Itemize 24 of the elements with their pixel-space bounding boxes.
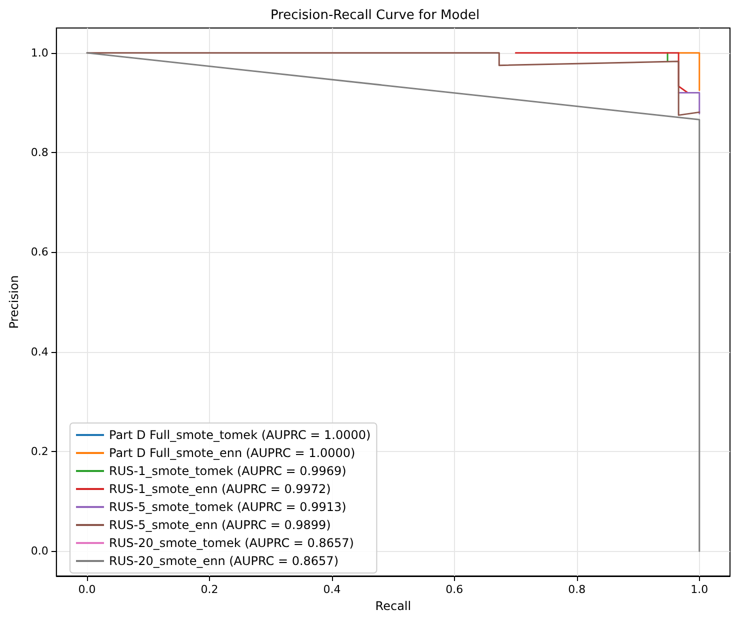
chart-title: Precision-Recall Curve for Model	[270, 8, 480, 23]
legend-label: RUS-1_smote_enn (AUPRC = 0.9972)	[109, 482, 331, 496]
x-tick-label: 0.0	[78, 583, 96, 596]
y-axis-title: Precision	[7, 275, 21, 329]
y-tick-label: 0.8	[30, 146, 48, 160]
x-tick-label: 0.2	[200, 583, 218, 596]
line-series	[86, 52, 700, 116]
legend-label: RUS-5_smote_enn (AUPRC = 0.9899)	[109, 518, 331, 532]
y-tick-label: 0.6	[30, 246, 48, 259]
x-tick-label: 0.4	[323, 583, 341, 596]
legend-label: RUS-1_smote_tomek (AUPRC = 0.9969)	[109, 464, 346, 478]
y-tick-label: 0.0	[30, 544, 48, 558]
y-tick-label: 0.2	[30, 444, 48, 458]
legend-label: Part D Full_smote_tomek (AUPRC = 1.0000)	[109, 428, 371, 442]
x-tick-label: 0.8	[568, 583, 586, 596]
legend-label: RUS-20_smote_enn (AUPRC = 0.8657)	[109, 554, 338, 568]
legend-label: RUS-20_smote_tomek (AUPRC = 0.8657)	[109, 536, 354, 550]
legend-label: RUS-5_smote_tomek (AUPRC = 0.9913)	[109, 500, 346, 514]
y-tick-label: 1.0	[30, 46, 48, 60]
legend-label: Part D Full_smote_enn (AUPRC = 1.0000)	[109, 446, 356, 460]
x-tick-label: 1.0	[690, 583, 708, 596]
x-axis-title: Recall	[375, 598, 412, 613]
y-tick-label: 0.4	[30, 345, 48, 358]
x-tick-label: 0.6	[446, 583, 464, 596]
